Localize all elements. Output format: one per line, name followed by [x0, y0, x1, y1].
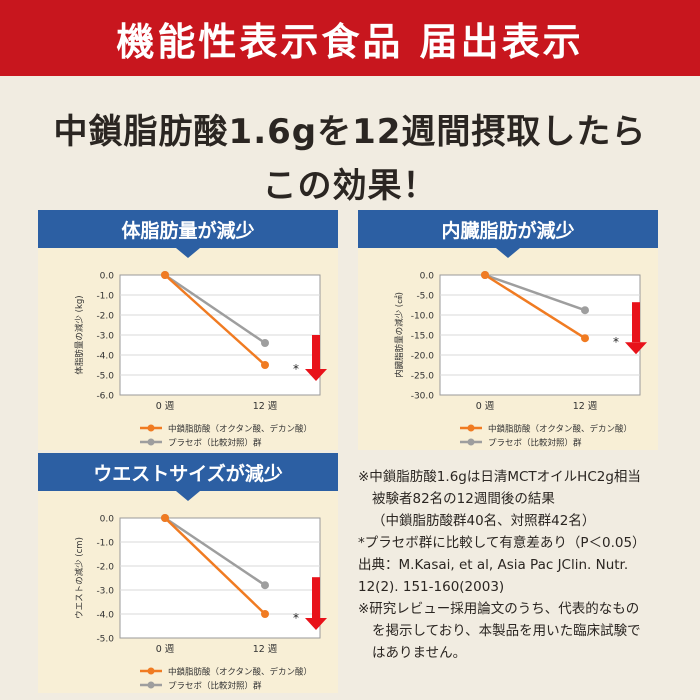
y-tick-label: -3.0 — [96, 587, 114, 597]
plot-area — [119, 517, 321, 639]
series-line — [164, 273, 266, 345]
y-tick-label: -5.0 — [416, 292, 434, 302]
y-axis-label: ウエストの減少 (cm) — [74, 537, 85, 619]
y-axis-label: 体脂肪量の減少 (kg) — [74, 295, 85, 374]
y-tick-label: 0.0 — [100, 515, 115, 525]
body-fat-panel: 体脂肪量が減少 0.0 -1.0 -2.0 -3.0 -4.0 -5.0 -6.0 0 週 12… — [38, 210, 338, 450]
significance-arrow-shaft — [312, 335, 320, 369]
data-point — [161, 514, 169, 522]
legend-label: プラセボ（比較対照）群 — [168, 438, 262, 449]
note-line: ※研究レビュー採用論文のうち、代表的なもの — [358, 601, 640, 617]
y-tick-label: -20.0 — [411, 352, 435, 362]
headline-line1: 中鎖脂肪酸1.6gを12週間摂取したら — [53, 112, 647, 152]
legend-marker — [467, 424, 475, 432]
series-line — [164, 517, 266, 615]
data-point — [261, 581, 269, 590]
x-tick-label: 0 週 — [476, 400, 495, 412]
data-point — [481, 271, 489, 279]
significance-mark: * — [293, 362, 299, 376]
y-tick-label: -15.0 — [411, 332, 435, 342]
y-tick-label: -1.0 — [96, 292, 114, 302]
banner-title: 機能性表示食品 届出表示 — [116, 19, 584, 64]
series-line — [484, 273, 586, 340]
significance-arrow-shaft — [312, 577, 320, 618]
legend-marker — [467, 438, 475, 446]
significance-arrow-shaft — [632, 302, 640, 343]
significance-arrow-head — [305, 618, 327, 630]
y-tick-label: -4.0 — [96, 611, 114, 621]
legend-marker — [147, 438, 155, 446]
y-tick-label: -25.0 — [411, 372, 435, 382]
legend-marker — [147, 681, 155, 689]
y-tick-label: -2.0 — [96, 312, 114, 322]
visceral-fat-chart: 0.0 -5.0 -10.0 -15.0 -20.0 -25.0 -30.0 0 週 12 週 内… — [394, 271, 647, 449]
visceral-fat-panel: 内臓脂肪が減少 0.0 -5.0 -10.0 -15.0 -20.0 -25.0 -30.0… — [358, 210, 658, 450]
significance-mark: * — [613, 335, 619, 349]
x-tick-label: 0 週 — [156, 400, 175, 412]
headline-line2: この効果！ — [262, 166, 438, 206]
note-line: 出典：M.Kasai, et al, Asia Pac JClin. Nutr. — [358, 557, 629, 573]
y-tick-label: -30.0 — [411, 392, 435, 402]
x-tick-label: 12 週 — [253, 400, 278, 412]
series-line — [164, 516, 266, 587]
legend-marker — [147, 424, 155, 432]
data-point — [581, 334, 589, 343]
data-point — [261, 610, 269, 618]
data-point — [261, 361, 269, 369]
data-point — [581, 306, 589, 315]
significance-mark: * — [293, 611, 299, 625]
body-fat-chart: 0.0 -1.0 -2.0 -3.0 -4.0 -5.0 -6.0 0 週 12 週 体脂肪量の減… — [74, 271, 327, 449]
y-tick-label: 0.0 — [420, 272, 435, 282]
y-tick-label: -2.0 — [96, 563, 114, 573]
panel-title: 内臓脂肪が減少 — [358, 210, 658, 258]
note-line: （中鎖脂肪酸群40名、対照群42名） — [372, 513, 596, 529]
legend-marker — [147, 667, 155, 675]
data-point — [261, 339, 269, 347]
footnotes: ※中鎖脂肪酸1.6gは日清MCTオイルHC2g相当 被験者82名の12週間後の結… — [358, 466, 693, 664]
series-line — [164, 274, 266, 366]
significance-arrow-head — [305, 369, 327, 381]
panel-title: ウエストサイズが減少 — [38, 453, 338, 501]
panel-title: 体脂肪量が減少 — [38, 210, 338, 258]
data-point — [161, 271, 169, 279]
note-line: 被験者82名の12週間後の結果 — [372, 491, 555, 507]
significance-arrow-head — [625, 342, 647, 355]
x-tick-label: 12 週 — [573, 400, 598, 412]
y-tick-label: -4.0 — [96, 352, 114, 362]
y-tick-label: 0.0 — [100, 272, 115, 282]
y-tick-label: -5.0 — [96, 372, 114, 382]
y-tick-label: -3.0 — [96, 332, 114, 342]
note-line: *プラセボ群に比較して有意差あり（P＜0.05） — [358, 535, 646, 551]
note-line: 12(2). 151-160(2003) — [358, 579, 505, 595]
legend-label: 中鎖脂肪酸（オクタン酸、デカン酸） — [488, 424, 632, 435]
y-tick-label: -5.0 — [96, 635, 114, 645]
y-tick-label: -1.0 — [96, 539, 114, 549]
waist-panel: ウエストサイズが減少 0.0 -1.0 -2.0 -3.0 -4.0 -5.0 0 週 12 … — [38, 453, 338, 693]
legend-label: 中鎖脂肪酸（オクタン酸、デカン酸） — [168, 667, 312, 678]
note-line: はありません。 — [372, 645, 467, 661]
legend-label: プラセボ（比較対照）群 — [488, 438, 582, 449]
y-tick-label: -10.0 — [411, 312, 435, 322]
banner: 機能性表示食品 届出表示 — [0, 0, 700, 76]
y-tick-label: -6.0 — [96, 392, 114, 402]
legend-label: プラセボ（比較対照）群 — [168, 681, 262, 692]
x-tick-label: 0 週 — [156, 643, 175, 655]
series-line — [484, 273, 586, 312]
note-line: を掲示しており、本製品を用いた臨床試験で — [372, 623, 641, 639]
waist-chart: 0.0 -1.0 -2.0 -3.0 -4.0 -5.0 0 週 12 週 ウエストの減少 (c… — [74, 514, 327, 692]
note-line: ※中鎖脂肪酸1.6gは日清MCTオイルHC2g相当 — [358, 469, 641, 485]
x-tick-label: 12 週 — [253, 643, 278, 655]
y-axis-label: 内臓脂肪量の減少 (㎠) — [394, 292, 405, 378]
legend-label: 中鎖脂肪酸（オクタン酸、デカン酸） — [168, 424, 312, 435]
